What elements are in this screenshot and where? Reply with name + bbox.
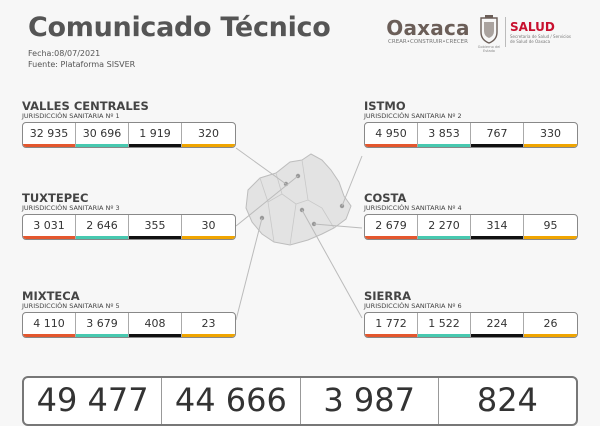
region-mixteca: MIXTECA JURISDICCIÓN SANITARIA Nº 5 4 11… [22,290,236,338]
region-name: MIXTECA [22,289,80,303]
salud-subtitle: Secretaría de Salud / Servicios de Salud… [510,34,572,44]
value-cell: 330 [524,123,577,147]
region-name: VALLES CENTRALES [22,99,149,113]
value-cell: 408 [129,313,182,337]
region-tuxtepec: TUXTEPEC JURISDICCIÓN SANITARIA Nº 3 3 0… [22,192,236,240]
value-cell: 1 522 [418,313,471,337]
value-cell: 355 [129,215,182,239]
value-cell: 320 [182,123,235,147]
value-cell: 2 270 [418,215,471,239]
data-source: Fuente: Plataforma SISVER [28,60,136,69]
map-point-istmo [339,203,345,209]
region-jurisdiction: JURISDICCIÓN SANITARIA Nº 3 [22,204,120,212]
region-jurisdiction: JURISDICCIÓN SANITARIA Nº 1 [22,112,120,120]
oaxaca-logo-tagline: CREAR•CONSTRUIR•CRECER [388,39,468,45]
total-cell: 3 987 [301,378,439,424]
map-point-tuxtepec [295,173,301,179]
region-jurisdiction: JURISDICCIÓN SANITARIA Nº 6 [364,302,462,310]
region-values: 32 935 30 696 1 919 320 [22,122,236,148]
map-point-mixteca [259,215,265,221]
region-costa: COSTA JURISDICCIÓN SANITARIA Nº 4 2 679 … [364,192,578,240]
total-cell: 824 [476,381,538,419]
logo-divider [505,17,506,47]
region-jurisdiction: JURISDICCIÓN SANITARIA Nº 5 [22,302,120,310]
oaxaca-logo-text: Oaxaca [386,16,470,40]
map-point-costa [311,221,317,227]
value-cell: 4 950 [365,123,418,147]
value-cell: 3 853 [418,123,471,147]
value-cell: 3 031 [23,215,76,239]
state-totals: 49 477 44 666 3 987 824 [22,376,578,426]
region-istmo: ISTMO JURISDICCIÓN SANITARIA Nº 2 4 950 … [364,100,578,148]
region-jurisdiction: JURISDICCIÓN SANITARIA Nº 2 [364,112,462,120]
region-name: COSTA [364,191,407,205]
region-name: TUXTEPEC [22,191,89,205]
region-values: 1 772 1 522 224 26 [364,312,578,338]
salud-logo: SALUD [510,20,555,34]
value-cell: 767 [471,123,524,147]
value-cell: 30 [182,215,235,239]
region-jurisdiction: JURISDICCIÓN SANITARIA Nº 4 [364,204,462,212]
total-cell: 49 477 [24,378,163,424]
value-cell: 1 772 [365,313,418,337]
value-cell: 224 [471,313,524,337]
value-cell: 4 110 [23,313,76,337]
map-point-valles [283,181,289,187]
report-date: Fecha:08/07/2021 [28,49,101,58]
value-cell: 3 679 [76,313,129,337]
value-cell: 95 [524,215,577,239]
region-values: 2 679 2 270 314 95 [364,214,578,240]
value-cell: 2 646 [76,215,129,239]
region-values: 4 110 3 679 408 23 [22,312,236,338]
region-valles-centrales: VALLES CENTRALES JURISDICCIÓN SANITARIA … [22,100,236,148]
total-cell: 44 666 [162,378,301,424]
oaxaca-logo: Oaxaca CREAR•CONSTRUIR•CRECER [386,18,470,45]
value-cell: 314 [471,215,524,239]
page-title: Comunicado Técnico [28,12,331,43]
region-values: 4 950 3 853 767 330 [364,122,578,148]
oaxaca-map [245,153,352,246]
value-cell: 23 [182,313,235,337]
value-cell: 32 935 [23,123,76,147]
map-point-sierra [299,207,305,213]
value-cell: 1 919 [129,123,182,147]
region-sierra: SIERRA JURISDICCIÓN SANITARIA Nº 6 1 772… [364,290,578,338]
region-name: ISTMO [364,99,406,113]
value-cell: 2 679 [365,215,418,239]
state-crest-icon [480,15,498,44]
crest-caption: Gobierno del Estado [477,45,501,53]
value-cell: 26 [524,313,577,337]
value-cell: 30 696 [76,123,129,147]
region-values: 3 031 2 646 355 30 [22,214,236,240]
region-name: SIERRA [364,289,412,303]
